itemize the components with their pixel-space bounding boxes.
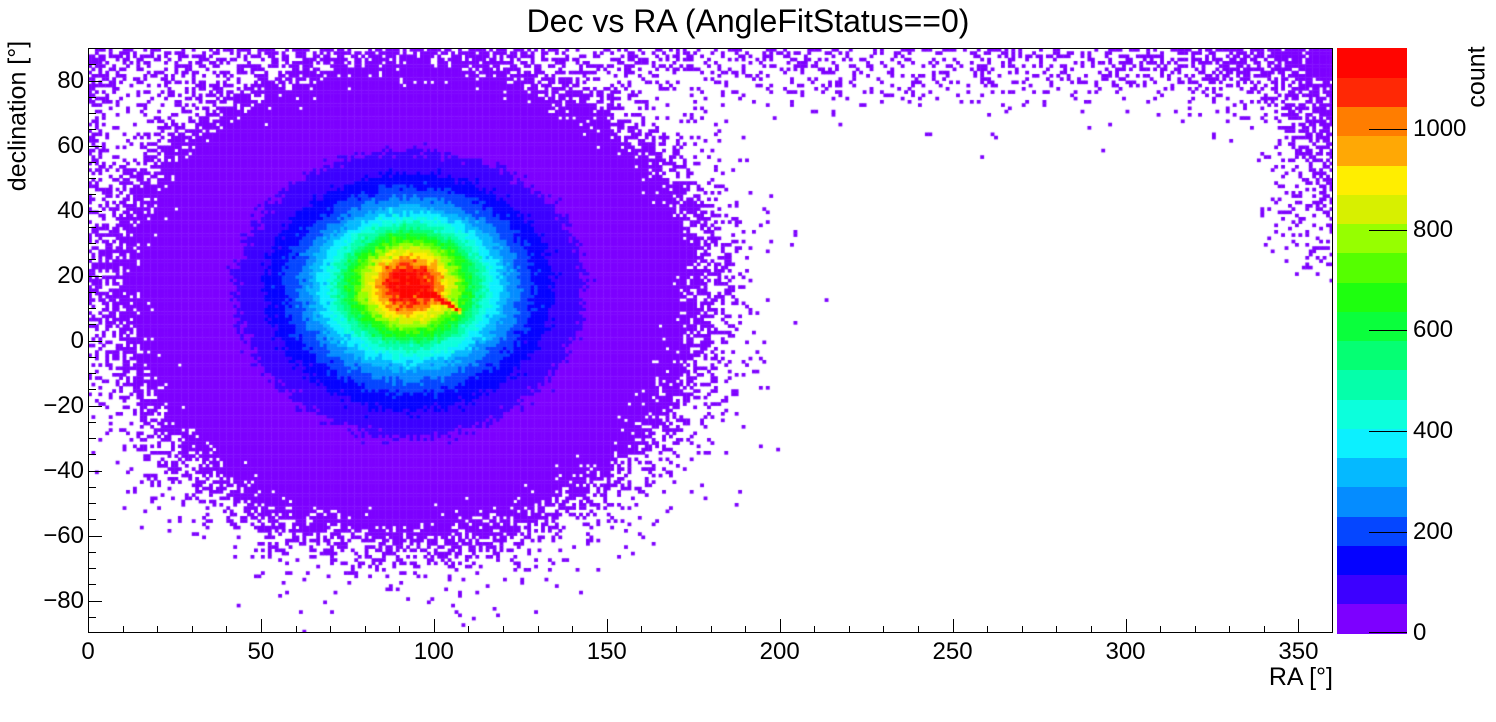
colorbar-tick [1369,532,1407,534]
colorbar-segment [1337,252,1407,283]
x-tick-label: 250 [932,638,973,665]
colorbar-segment [1337,399,1407,429]
y-tick-label: 20 [57,261,84,289]
colorbar [1337,48,1407,634]
colorbar-tick-label: 1000 [1413,114,1467,142]
colorbar-segment [1337,369,1407,400]
x-tick-label: 350 [1278,638,1319,665]
colorbar-tick [1369,330,1407,332]
y-tick-label: −80 [43,586,84,614]
colorbar-segment [1337,165,1407,195]
colorbar-segment [1337,603,1407,634]
x-tick-label: 100 [413,638,454,665]
colorbar-segment [1337,486,1407,517]
y-tick-label: 40 [57,196,84,224]
x-tick-label: 150 [586,638,627,665]
colorbar-tick-label: 600 [1413,316,1454,344]
colorbar-segment [1337,282,1407,312]
plot-frame [88,48,1333,633]
colorbar-segment [1337,135,1407,166]
colorbar-tick-label: 800 [1413,215,1454,243]
colorbar-segment [1337,48,1407,78]
colorbar-segment [1337,311,1407,341]
y-tick-label: 80 [57,66,84,94]
y-axis-title: declination [°] [3,40,32,192]
colorbar-tick-label: 0 [1413,619,1427,646]
y-tick-label: 0 [70,326,84,354]
heatmap-bins [88,48,1333,633]
y-tick-label: −40 [43,456,84,484]
plot-title: Dec vs RA (AngleFitStatus==0) [526,3,970,39]
colorbar-segment [1337,194,1407,224]
colorbar-tick-label: 400 [1413,417,1454,445]
x-tick-label: 200 [759,638,800,665]
colorbar-segment [1337,516,1407,546]
colorbar-segment [1337,106,1407,137]
colorbar-segment [1337,545,1407,575]
colorbar-segment [1337,574,1407,605]
x-tick-label: 50 [247,638,275,665]
colorbar-segment [1337,340,1407,371]
colorbar-segment [1337,457,1407,488]
colorbar-segment [1337,77,1407,107]
y-tick-label: 60 [57,131,84,159]
colorbar-segment [1337,223,1407,254]
colorbar-tick [1369,431,1407,433]
colorbar-segment [1337,428,1407,458]
y-tick-label: −60 [43,521,84,549]
colorbar-tick-label: 200 [1413,518,1454,546]
colorbar-title: count [1462,46,1491,108]
x-tick-label: 300 [1105,638,1146,665]
colorbar-tick [1369,229,1407,231]
x-tick-label: 0 [81,638,95,665]
colorbar-tick [1369,632,1407,633]
x-axis-title: RA [°] [1268,663,1333,691]
colorbar-tick [1369,128,1407,130]
y-tick-label: −20 [43,391,84,419]
